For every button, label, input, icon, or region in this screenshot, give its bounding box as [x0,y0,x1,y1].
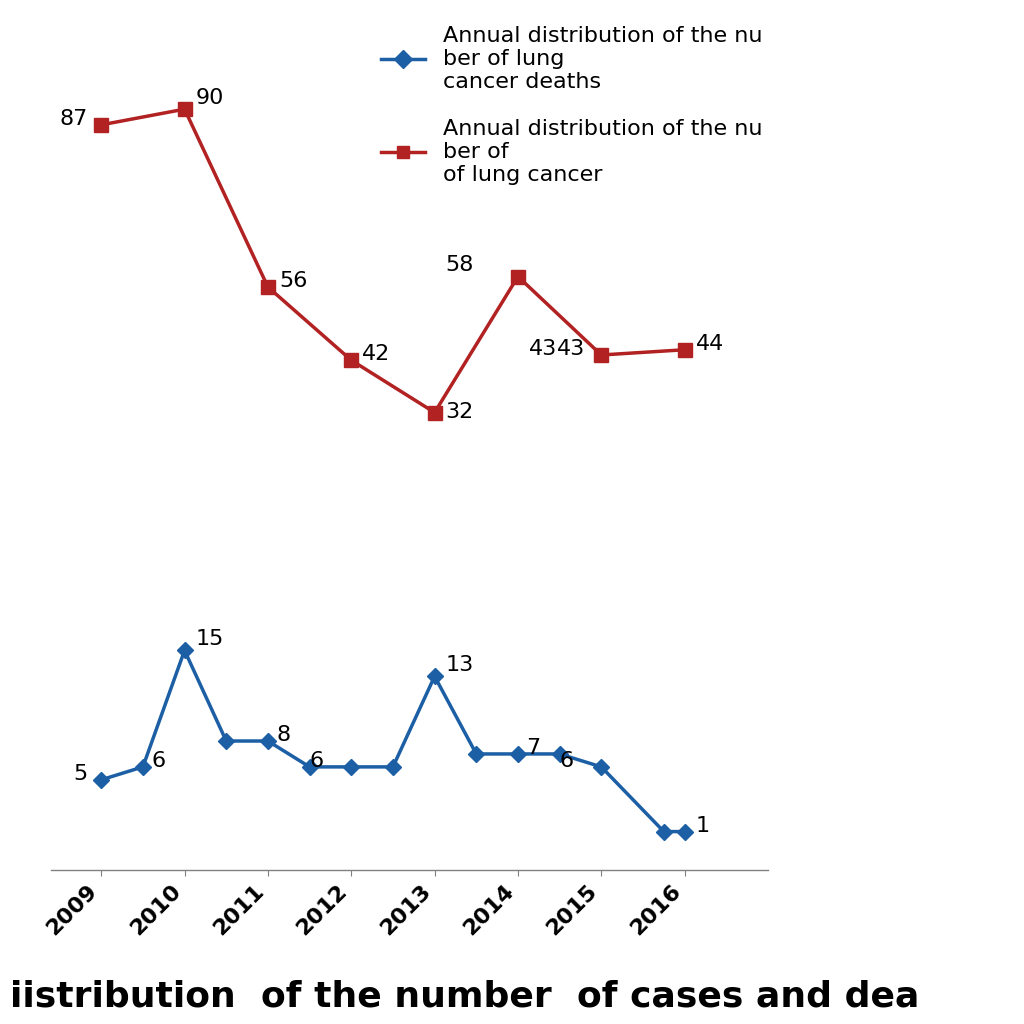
Text: 87: 87 [59,109,88,129]
Text: 6: 6 [309,751,324,771]
Text: 44: 44 [695,334,724,353]
Text: 43: 43 [557,339,585,359]
Text: 42: 42 [362,344,390,365]
Text: 43: 43 [529,339,557,359]
Text: 5: 5 [74,764,88,783]
Text: 32: 32 [445,402,474,422]
Text: iistribution  of the number  of cases and dea: iistribution of the number of cases and … [10,980,920,1014]
Legend: Annual distribution of the nu
ber of lung
cancer deaths, Annual distribution of : Annual distribution of the nu ber of lun… [372,17,771,195]
Text: 58: 58 [445,255,474,275]
Text: 1: 1 [695,815,710,836]
Text: 6: 6 [560,751,573,771]
Text: 56: 56 [279,271,307,291]
Text: 6: 6 [152,751,165,771]
Text: 13: 13 [445,654,474,675]
Text: 8: 8 [276,725,291,745]
Text: 90: 90 [196,88,224,108]
Text: 7: 7 [526,738,541,758]
Text: 15: 15 [196,629,224,649]
